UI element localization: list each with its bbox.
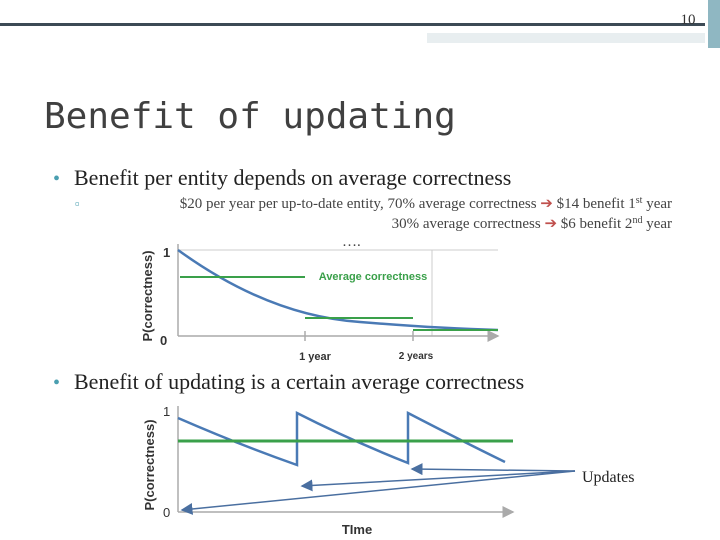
sub-bullet-line: 30% average correctness ➔ $6 benefit 2nd…	[392, 215, 672, 233]
arrow	[180, 470, 576, 515]
title: Benefit of updating	[44, 96, 456, 137]
arrow	[300, 470, 576, 492]
annotation: Average correctness	[319, 271, 427, 283]
figure-2: 1 0 P(correctness) TIme Updates	[142, 404, 634, 537]
figure-1: 1 0 P(correctness) Average correctness 1…	[140, 244, 500, 363]
sub-bullet-line: ….	[342, 234, 361, 250]
arrow: ➔	[537, 196, 557, 212]
arrow	[410, 463, 576, 476]
text: $6 benefit 2	[561, 216, 633, 232]
bullet-marker: •	[53, 372, 60, 394]
y-top-label: 1	[163, 245, 170, 260]
bullet-text: Benefit per entity depends on average co…	[74, 165, 511, 190]
slide-number: 10	[681, 12, 696, 28]
superscript: st	[636, 195, 643, 206]
text: $20 per year per up-to-date entity, 70% …	[180, 196, 537, 212]
arrow: ➔	[541, 216, 561, 232]
y-axis-label: P(correctness)	[140, 250, 155, 341]
y-top-label: 1	[163, 404, 170, 419]
x-label: 1 year	[299, 351, 332, 363]
top-bar	[0, 23, 705, 26]
text: $14 benefit 1	[557, 196, 636, 212]
superscript: nd	[632, 215, 642, 226]
sawtooth-curve	[177, 410, 506, 467]
bullet-marker: •	[53, 168, 60, 190]
corner-block	[708, 0, 720, 48]
sub-bullet-line: $20 per year per up-to-date entity, 70% …	[180, 195, 672, 213]
annotation: Updates	[582, 469, 634, 486]
text: year	[646, 196, 672, 212]
top-band	[427, 33, 705, 43]
bullet-text: Benefit of updating is a certain average…	[74, 369, 524, 394]
curve	[177, 248, 499, 332]
text: year	[646, 216, 672, 232]
y-bottom-label: 0	[163, 505, 170, 520]
y-axis-label: P(correctness)	[142, 419, 157, 510]
y-bottom-label: 0	[160, 333, 167, 348]
sub-bullet-marker: ▫	[75, 196, 80, 211]
text: 30% average correctness	[392, 216, 541, 232]
x-label: 2 years	[399, 351, 434, 362]
x-axis-label: TIme	[342, 522, 372, 537]
